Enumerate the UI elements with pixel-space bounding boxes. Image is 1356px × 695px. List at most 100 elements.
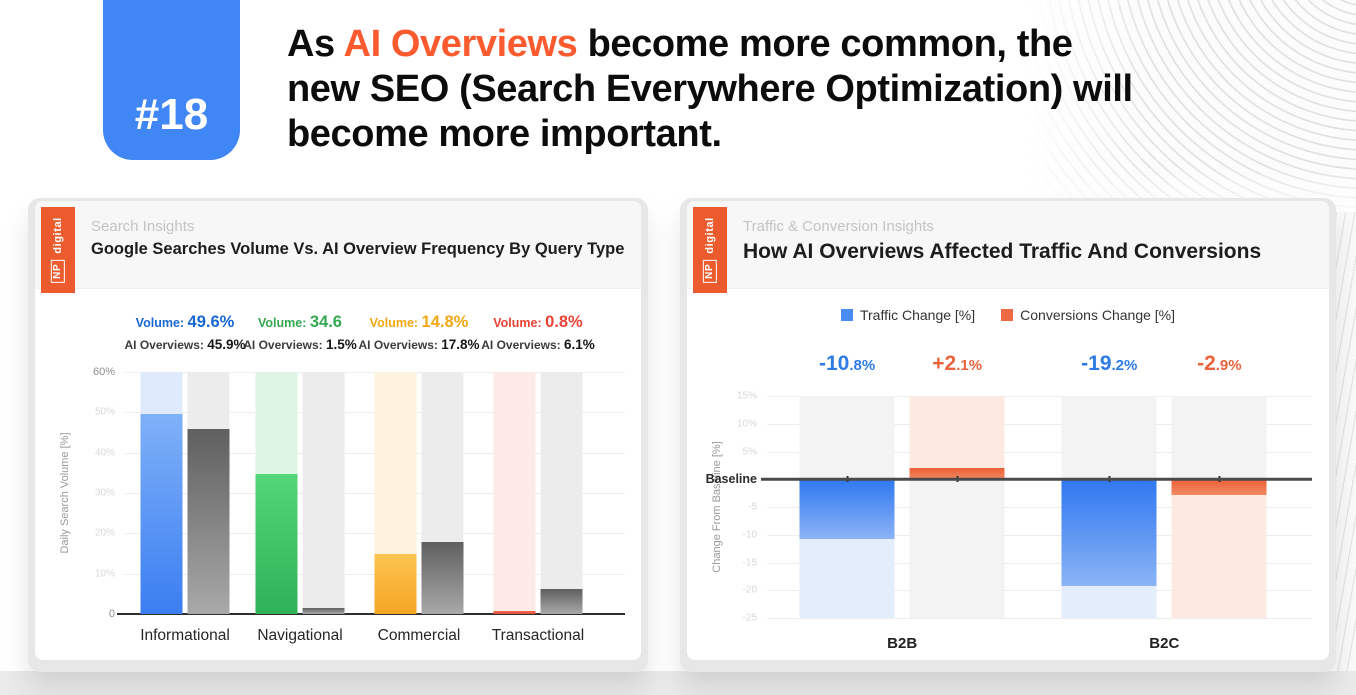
neutral-track bbox=[909, 479, 1005, 618]
np-digital-logo-text: NP digital bbox=[703, 217, 717, 283]
ai-overviews-bar bbox=[187, 428, 230, 614]
volume-bar bbox=[140, 413, 183, 614]
search-insights-card: NP digital Search Insights Google Search… bbox=[35, 201, 641, 660]
bar-value-main: -10 bbox=[819, 352, 850, 375]
left-card-title: Google Searches Volume Vs. AI Overview F… bbox=[91, 240, 625, 258]
fingerprint-pattern-strip bbox=[1336, 212, 1356, 672]
y-axis-tick: 50% bbox=[94, 406, 115, 418]
value-labels: Volume: 34.6 AI Overviews: 1.5% bbox=[205, 310, 395, 356]
np-logo-word: digital bbox=[52, 217, 64, 254]
x-axis-line bbox=[117, 612, 625, 615]
bar-pair bbox=[255, 372, 345, 614]
volume-label: Volume: 49.6% bbox=[90, 310, 280, 336]
y-axis-tick: 0 bbox=[108, 608, 115, 620]
gridline bbox=[767, 534, 1312, 536]
volume-value: 0.8% bbox=[545, 312, 583, 331]
volume-bar bbox=[374, 554, 417, 614]
headline-line2: new SEO (Search Everywhere Optimization)… bbox=[287, 68, 1133, 111]
ai-overviews-value: 45.9% bbox=[207, 337, 246, 353]
bar-extension bbox=[909, 396, 1005, 468]
traffic-legend-label: Traffic Change [%] bbox=[859, 307, 976, 323]
conversions-bar-column: +2.1% bbox=[909, 352, 1005, 618]
bar bbox=[1171, 479, 1267, 496]
ai-overviews-label: AI Overviews: 17.8% bbox=[324, 335, 514, 356]
bar-pair bbox=[493, 372, 583, 614]
gridline bbox=[767, 423, 1312, 425]
conversions-bar-column: -2.9% bbox=[1171, 352, 1267, 618]
ai-overviews-label: AI Overviews: 45.9% bbox=[90, 335, 280, 356]
bottom-gray-band bbox=[0, 671, 1356, 695]
right-header-text: Traffic & Conversion Insights How AI Ove… bbox=[687, 201, 1329, 264]
chart-legend: Traffic Change [%] Conversions Change [%… bbox=[687, 307, 1329, 323]
headline-text: become more common, the bbox=[577, 23, 1073, 65]
volume-value: 49.6% bbox=[187, 312, 235, 331]
ai-overviews-prefix: AI Overviews: bbox=[243, 338, 326, 353]
ai-overviews-value: 17.8% bbox=[441, 337, 480, 353]
segment-label: B2B bbox=[887, 635, 918, 652]
headline-text: As bbox=[287, 23, 344, 65]
ai-overviews-prefix: AI Overviews: bbox=[358, 338, 442, 353]
neutral-track bbox=[1171, 396, 1267, 480]
np-digital-logo-text: NP digital bbox=[51, 217, 65, 283]
conversions-legend-label: Conversions Change [%] bbox=[1020, 307, 1176, 323]
y-axis-tick: 10% bbox=[736, 418, 757, 430]
y-axis-tick: -5 bbox=[748, 501, 757, 513]
bar-extension bbox=[1171, 495, 1267, 618]
baseline-axis bbox=[761, 478, 1312, 481]
right-card-header: NP digital Traffic & Conversion Insights… bbox=[687, 201, 1329, 293]
left-card-eyebrow: Search Insights bbox=[91, 218, 195, 235]
bar-value-main: -19 bbox=[1081, 352, 1112, 375]
bar-extension bbox=[799, 539, 895, 618]
bar-pair bbox=[140, 372, 230, 614]
np-logo-word: digital bbox=[704, 217, 716, 254]
traffic-bar-column: -10.8% bbox=[799, 352, 895, 618]
ai-overviews-label: AI Overviews: 6.1% bbox=[443, 335, 633, 356]
left-y-axis-title: Daily Search Volume [%] bbox=[59, 432, 71, 554]
bar-extension bbox=[1061, 585, 1157, 618]
gridline bbox=[767, 451, 1312, 453]
slide-number-badge: #18 bbox=[103, 0, 240, 160]
bar bbox=[909, 467, 1005, 480]
traffic-bar-column: -19.2% bbox=[1061, 352, 1157, 618]
category-label: Transactional bbox=[491, 627, 585, 644]
np-logo-mark: NP bbox=[703, 259, 717, 283]
right-card-title: How AI Overviews Affected Traffic And Co… bbox=[743, 240, 1262, 263]
category-group: Volume: 0.8% AI Overviews: 6.1% Transactio… bbox=[481, 313, 595, 644]
volume-prefix: Volume: bbox=[369, 315, 422, 330]
bar bbox=[1061, 479, 1157, 586]
legend-item-conversions: Conversions Change [%] bbox=[1001, 307, 1175, 323]
bar-value-main: +2 bbox=[932, 352, 957, 375]
y-axis-tick: 40% bbox=[94, 447, 115, 459]
ai-overviews-prefix: AI Overviews: bbox=[124, 338, 208, 353]
bar-value-label: -2.9% bbox=[1197, 352, 1242, 376]
value-labels: Volume: 0.8% AI Overviews: 6.1% bbox=[443, 310, 633, 356]
volume-prefix: Volume: bbox=[258, 315, 310, 330]
ai-overviews-value: 1.5% bbox=[325, 337, 357, 353]
gridline bbox=[767, 562, 1312, 564]
legend-item-traffic: Traffic Change [%] bbox=[840, 307, 976, 323]
y-axis-tick: 10% bbox=[94, 568, 115, 580]
category-label: Navigational bbox=[257, 627, 343, 644]
page-title: As AI Overviews become more common, the … bbox=[287, 22, 1247, 158]
volume-track bbox=[374, 372, 417, 614]
category-group: Volume: 49.6% AI Overviews: 45.9% Informat… bbox=[125, 313, 246, 644]
ai-overviews-track bbox=[187, 372, 230, 614]
ai-overviews-track bbox=[540, 372, 583, 614]
bar bbox=[799, 479, 895, 540]
y-axis-tick: 30% bbox=[94, 487, 115, 499]
left-header-text: Search Insights Google Searches Volume V… bbox=[35, 201, 641, 259]
y-axis-tick: Baseline bbox=[705, 472, 757, 487]
bar-value-label: +2.1% bbox=[932, 352, 982, 376]
np-digital-logo: NP digital bbox=[41, 207, 75, 293]
neutral-track bbox=[1061, 396, 1157, 480]
left-chart-plot: 60% 50% 40% 30% 20% 10% 0 Volume: 49.6% AI Overv… bbox=[93, 313, 625, 644]
gridline bbox=[767, 618, 1312, 619]
volume-label: Volume: 14.8% bbox=[324, 310, 514, 336]
y-axis-tick: -25 bbox=[742, 612, 757, 624]
ai-overviews-label: AI Overviews: 1.5% bbox=[205, 335, 395, 356]
headline-line1: As AI Overviews become more common, the bbox=[287, 22, 1247, 67]
ai-overviews-value: 6.1% bbox=[563, 337, 595, 353]
bar-value-rest: .2% bbox=[1111, 357, 1138, 374]
ai-overviews-bar bbox=[421, 542, 464, 614]
traffic-conversion-card: NP digital Traffic & Conversion Insights… bbox=[687, 201, 1329, 660]
